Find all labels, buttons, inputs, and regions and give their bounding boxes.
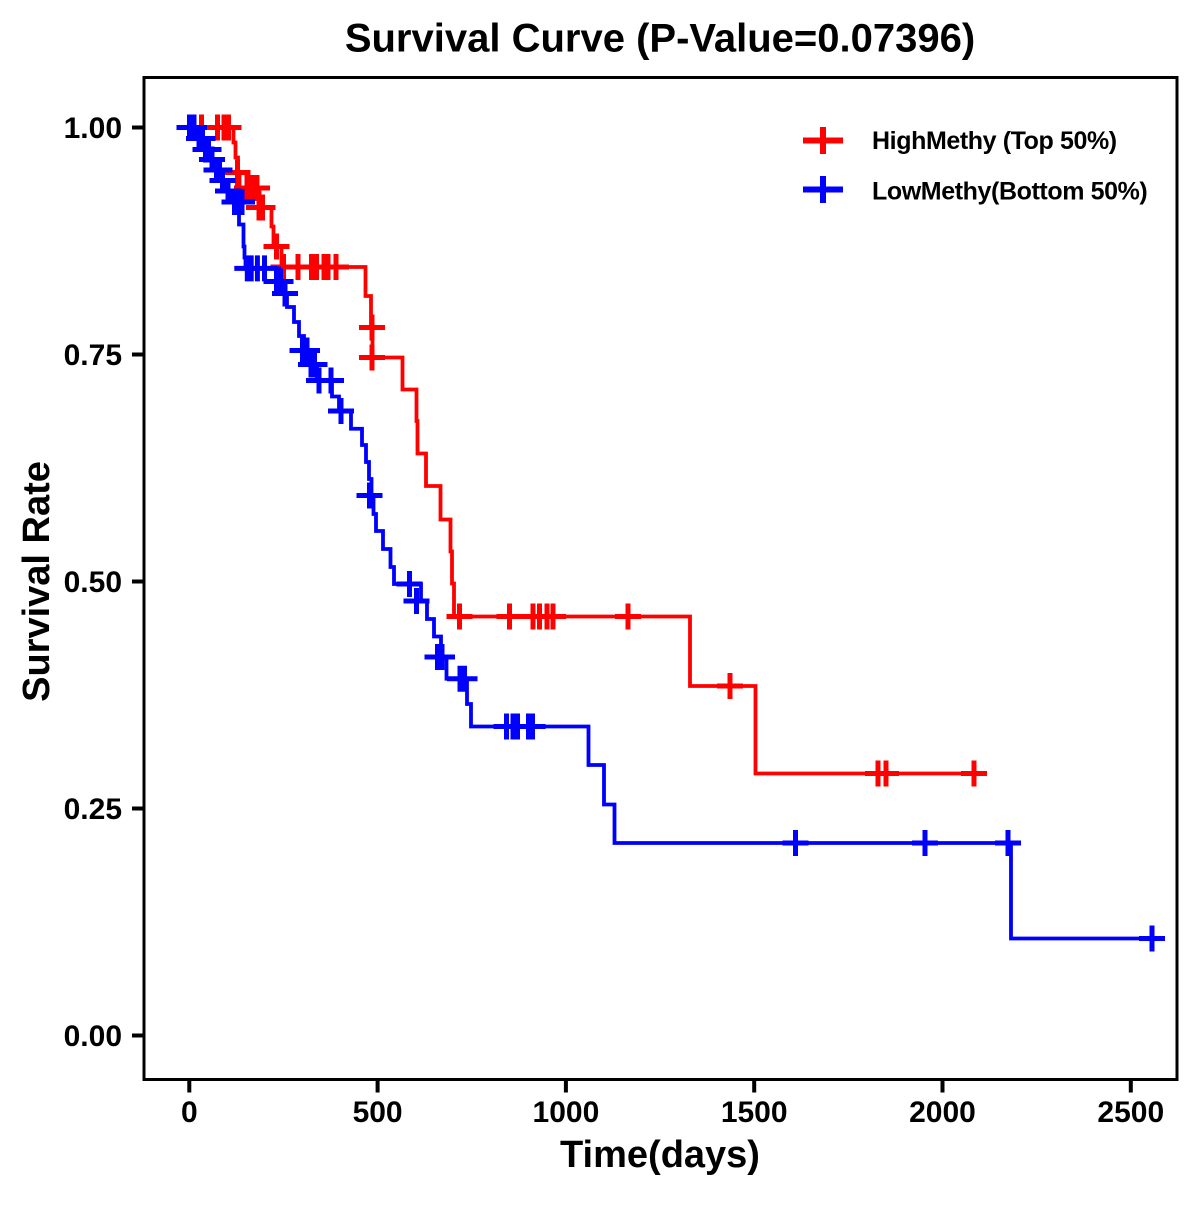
svg-text:0.75: 0.75 [64, 339, 122, 372]
svg-text:0.00: 0.00 [64, 1020, 122, 1053]
svg-text:1500: 1500 [721, 1096, 788, 1129]
svg-text:Time(days): Time(days) [560, 1134, 760, 1176]
svg-text:Survival Rate: Survival Rate [16, 461, 58, 702]
svg-text:HighMethy (Top 50%): HighMethy (Top 50%) [872, 127, 1117, 155]
svg-text:0: 0 [181, 1096, 198, 1129]
svg-text:1.00: 1.00 [64, 112, 122, 145]
svg-text:Survival Curve (P-Value=0.0739: Survival Curve (P-Value=0.07396) [345, 17, 975, 61]
svg-text:2500: 2500 [1097, 1096, 1164, 1129]
svg-text:2000: 2000 [909, 1096, 976, 1129]
svg-text:1000: 1000 [533, 1096, 600, 1129]
svg-text:0.25: 0.25 [64, 793, 122, 826]
svg-text:0.50: 0.50 [64, 566, 122, 599]
svg-text:500: 500 [353, 1096, 403, 1129]
svg-text:LowMethy(Bottom 50%): LowMethy(Bottom 50%) [872, 178, 1147, 206]
